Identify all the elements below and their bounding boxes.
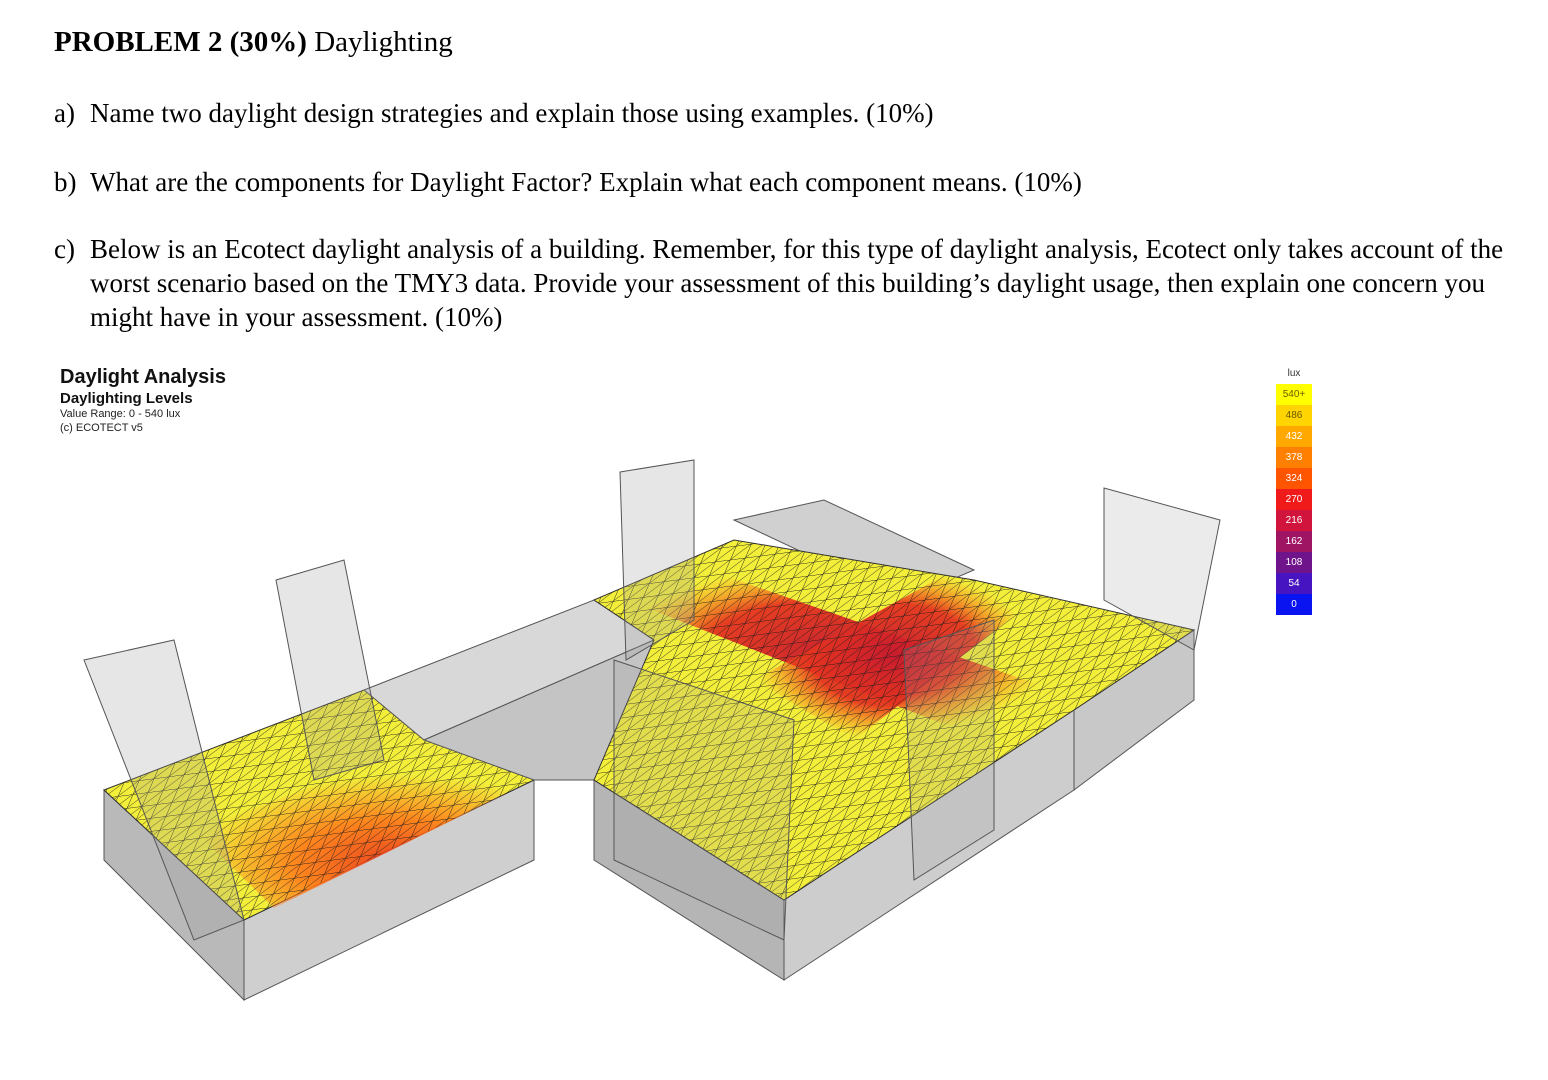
legend-swatch: 270 — [1276, 489, 1312, 510]
glazing-panel-left — [83, 639, 245, 941]
question-b: b) What are the components for Daylight … — [54, 165, 1514, 199]
legend-swatch: 432 — [1276, 426, 1312, 447]
legend-swatch: 216 — [1276, 510, 1312, 531]
legend-swatch: 108 — [1276, 552, 1312, 573]
question-b-text: What are the components for Daylight Fac… — [90, 167, 1082, 197]
problem-heading: PROBLEM 2 (30%) Daylighting — [54, 26, 453, 59]
building-3d-model — [83, 459, 1221, 1002]
legend-swatch: 0 — [1276, 594, 1312, 615]
question-c-label: c) — [54, 234, 75, 264]
legend-unit: lux — [1287, 368, 1301, 379]
question-a: a) Name two daylight design strategies a… — [54, 96, 1514, 130]
daylight-analysis-figure: Daylight Analysis Daylighting Levels Val… — [54, 360, 1324, 1040]
legend-swatch: 540+ — [1276, 384, 1312, 405]
glazing-panel-right — [1103, 487, 1221, 651]
problem-heading-topic: Daylighting — [306, 26, 453, 58]
glazing-panel-front — [613, 659, 795, 941]
figure-value-range: Value Range: 0 - 540 lux — [60, 408, 181, 420]
legend-swatch: 486 — [1276, 405, 1312, 426]
question-a-label: a) — [54, 98, 75, 128]
legend-swatch: 378 — [1276, 447, 1312, 468]
figure-title: Daylight Analysis — [60, 366, 226, 388]
glazing-panel-left-2 — [275, 559, 385, 781]
legend-swatch: 324 — [1276, 468, 1312, 489]
problem-heading-number: PROBLEM 2 (30%) — [54, 26, 307, 58]
legend-swatch: 162 — [1276, 531, 1312, 552]
lux-legend: lux 540+ 486 432 378 324 270 216 162 108… — [1276, 366, 1312, 615]
question-a-text: Name two daylight design strategies and … — [90, 98, 934, 128]
legend-swatch: 54 — [1276, 573, 1312, 594]
glazing-panel-right-2 — [903, 619, 995, 881]
question-b-label: b) — [54, 167, 77, 197]
glazing-panel-center — [619, 459, 695, 661]
question-c-text: Below is an Ecotect daylight analysis of… — [90, 234, 1504, 332]
figure-copyright: (c) ECOTECT v5 — [60, 422, 143, 434]
figure-subtitle: Daylighting Levels — [60, 390, 193, 407]
question-c: c) Below is an Ecotect daylight analysis… — [54, 232, 1514, 334]
